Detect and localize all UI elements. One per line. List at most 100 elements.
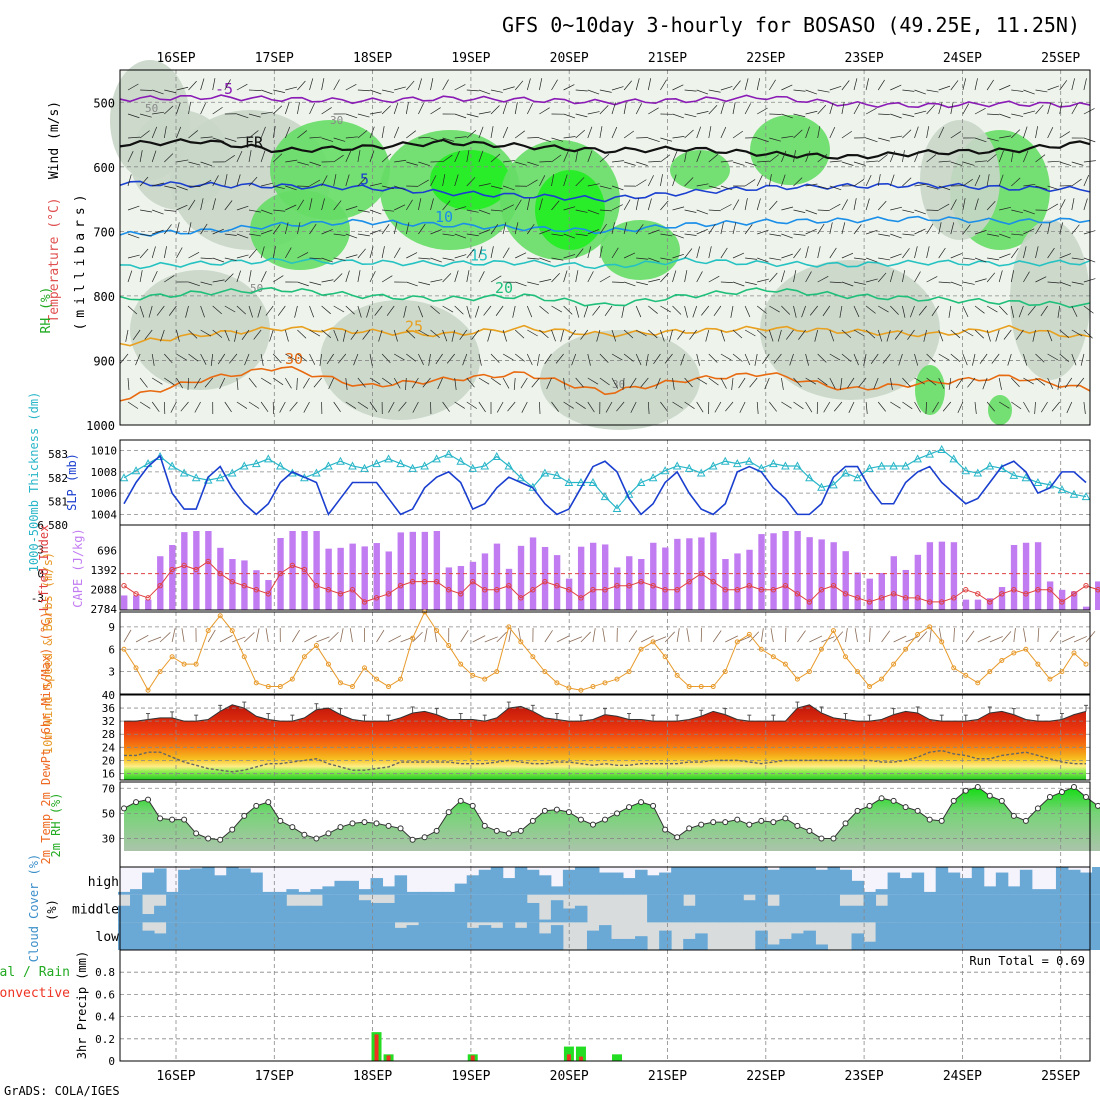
isotherm-5 (119, 180, 1091, 203)
li-point-59 (830, 583, 837, 589)
cloud-low-8 (214, 922, 227, 950)
cloud-high-14 (286, 889, 299, 895)
rh2m-point-38 (577, 816, 584, 823)
cloud-middle-23 (394, 894, 408, 923)
rh2m-point-2 (145, 796, 152, 803)
li-tick-6: 6 (37, 519, 44, 532)
top-date-16SEP: 16SEP (156, 51, 195, 66)
wind-point-45 (662, 654, 668, 660)
cape-bar-35 (541, 546, 549, 610)
upper-ylabel-temp: Temperature (°C) (47, 197, 62, 322)
top-date-21SEP: 21SEP (648, 51, 687, 66)
cape-bar-22 (385, 551, 392, 610)
thickness-point-17 (324, 461, 333, 470)
rh2m-point-3 (157, 815, 164, 822)
cape-bar-21 (373, 543, 380, 610)
cloud-low-26 (430, 922, 444, 950)
rh2m-point-27 (445, 809, 452, 816)
rh-region-7 (535, 170, 605, 250)
thickness-point-65 (901, 461, 910, 470)
cloud-high-23 (394, 875, 408, 895)
cloud-low-20 (358, 922, 371, 950)
cape-bar-18 (337, 547, 344, 610)
cloud-high-21 (370, 878, 384, 895)
cloud-low-5 (178, 922, 191, 950)
wind-point-8 (217, 613, 223, 619)
wind-point-75 (1023, 646, 1029, 652)
cloud-low-78 (1055, 922, 1069, 950)
cape-ylabel-li: Lifted Index (37, 525, 51, 612)
cloud-middle-30 (478, 894, 492, 923)
cloud-high-2 (142, 872, 155, 895)
cape-bar-28 (457, 566, 465, 610)
cloud-low-63 (875, 922, 889, 950)
wind-point-51 (734, 639, 740, 645)
cloud-low-62 (863, 941, 877, 950)
cloud-middle-29 (466, 894, 480, 923)
li-point-4 (169, 566, 175, 573)
cloud-middle-2 (142, 914, 155, 923)
cape-bar-7 (205, 531, 212, 610)
cape-bar-27 (445, 567, 453, 610)
cloud-low-34 (526, 922, 540, 950)
cloud-high-54 (767, 869, 780, 895)
wind-point-30 (482, 676, 488, 682)
thickness-point-25 (420, 461, 429, 470)
cloud-middle-26 (430, 894, 444, 923)
li-point-72 (987, 599, 993, 605)
relative-humidity-panel: 30 50 70 2m RH (%) (49, 781, 1100, 868)
cloud-high-50 (719, 867, 732, 895)
cloud-low-6 (190, 922, 203, 950)
rh2m-point-44 (650, 802, 657, 809)
cape-bar-61 (854, 572, 861, 610)
cape-ylabel-cape: CAPE (J/kg) (71, 528, 85, 607)
wind-point-32 (506, 624, 512, 630)
thickness-point-75 (1021, 473, 1031, 482)
rh2m-point-61 (854, 807, 861, 814)
cloud-middle-35 (538, 919, 552, 923)
cloud-high-71 (971, 867, 985, 895)
rh2m-point-28 (457, 797, 464, 804)
wind-point-67 (927, 624, 933, 630)
cloud-middle-73 (995, 894, 1009, 923)
wind-point-19 (349, 684, 355, 690)
thickness-point-63 (877, 461, 886, 470)
slp-tick-1006: 1006 (91, 487, 118, 500)
cloud-middle-54 (767, 905, 780, 923)
thickness-point-62 (865, 463, 874, 472)
thickness-point-30 (480, 461, 490, 470)
thickness-point-64 (889, 461, 898, 470)
cloud-middle-76 (1031, 894, 1045, 923)
thickness-point-16 (312, 468, 321, 477)
temp-tick-24: 24 (102, 741, 116, 754)
cloud-high-39 (586, 867, 600, 895)
temp-tick-28: 28 (102, 728, 115, 741)
rh-tick-50: 50 (102, 807, 115, 820)
rh2m-point-50 (722, 819, 729, 826)
cloud-high-25 (418, 891, 432, 895)
wind-point-0 (121, 646, 127, 652)
cloud-middle-78 (1055, 894, 1069, 923)
cloud-high-62 (863, 891, 877, 895)
li-point-25 (421, 578, 428, 585)
wind-point-35 (542, 669, 548, 675)
cape-bar-76 (1034, 542, 1042, 610)
cloud-low-57 (803, 930, 816, 950)
li-point-29 (470, 578, 476, 585)
cloud-middle-15 (298, 905, 311, 923)
cape-bar-81 (1095, 581, 1100, 610)
cloud-high-4 (166, 891, 179, 895)
cape-bar-62 (866, 578, 873, 610)
thickness-point-59 (829, 480, 838, 489)
wind-point-39 (590, 684, 596, 690)
cape-bar-14 (289, 531, 296, 610)
cape-bar-66 (914, 554, 922, 610)
isotherm-30 (119, 365, 1091, 402)
upper-ytick-800: 800 (93, 290, 115, 304)
cloud-middle-50 (719, 894, 732, 923)
li-point-35 (542, 578, 548, 585)
wind-point-42 (626, 669, 632, 675)
li-point-48 (698, 570, 704, 577)
wind-point-44 (650, 639, 656, 645)
rh2m-point-40 (602, 816, 608, 823)
